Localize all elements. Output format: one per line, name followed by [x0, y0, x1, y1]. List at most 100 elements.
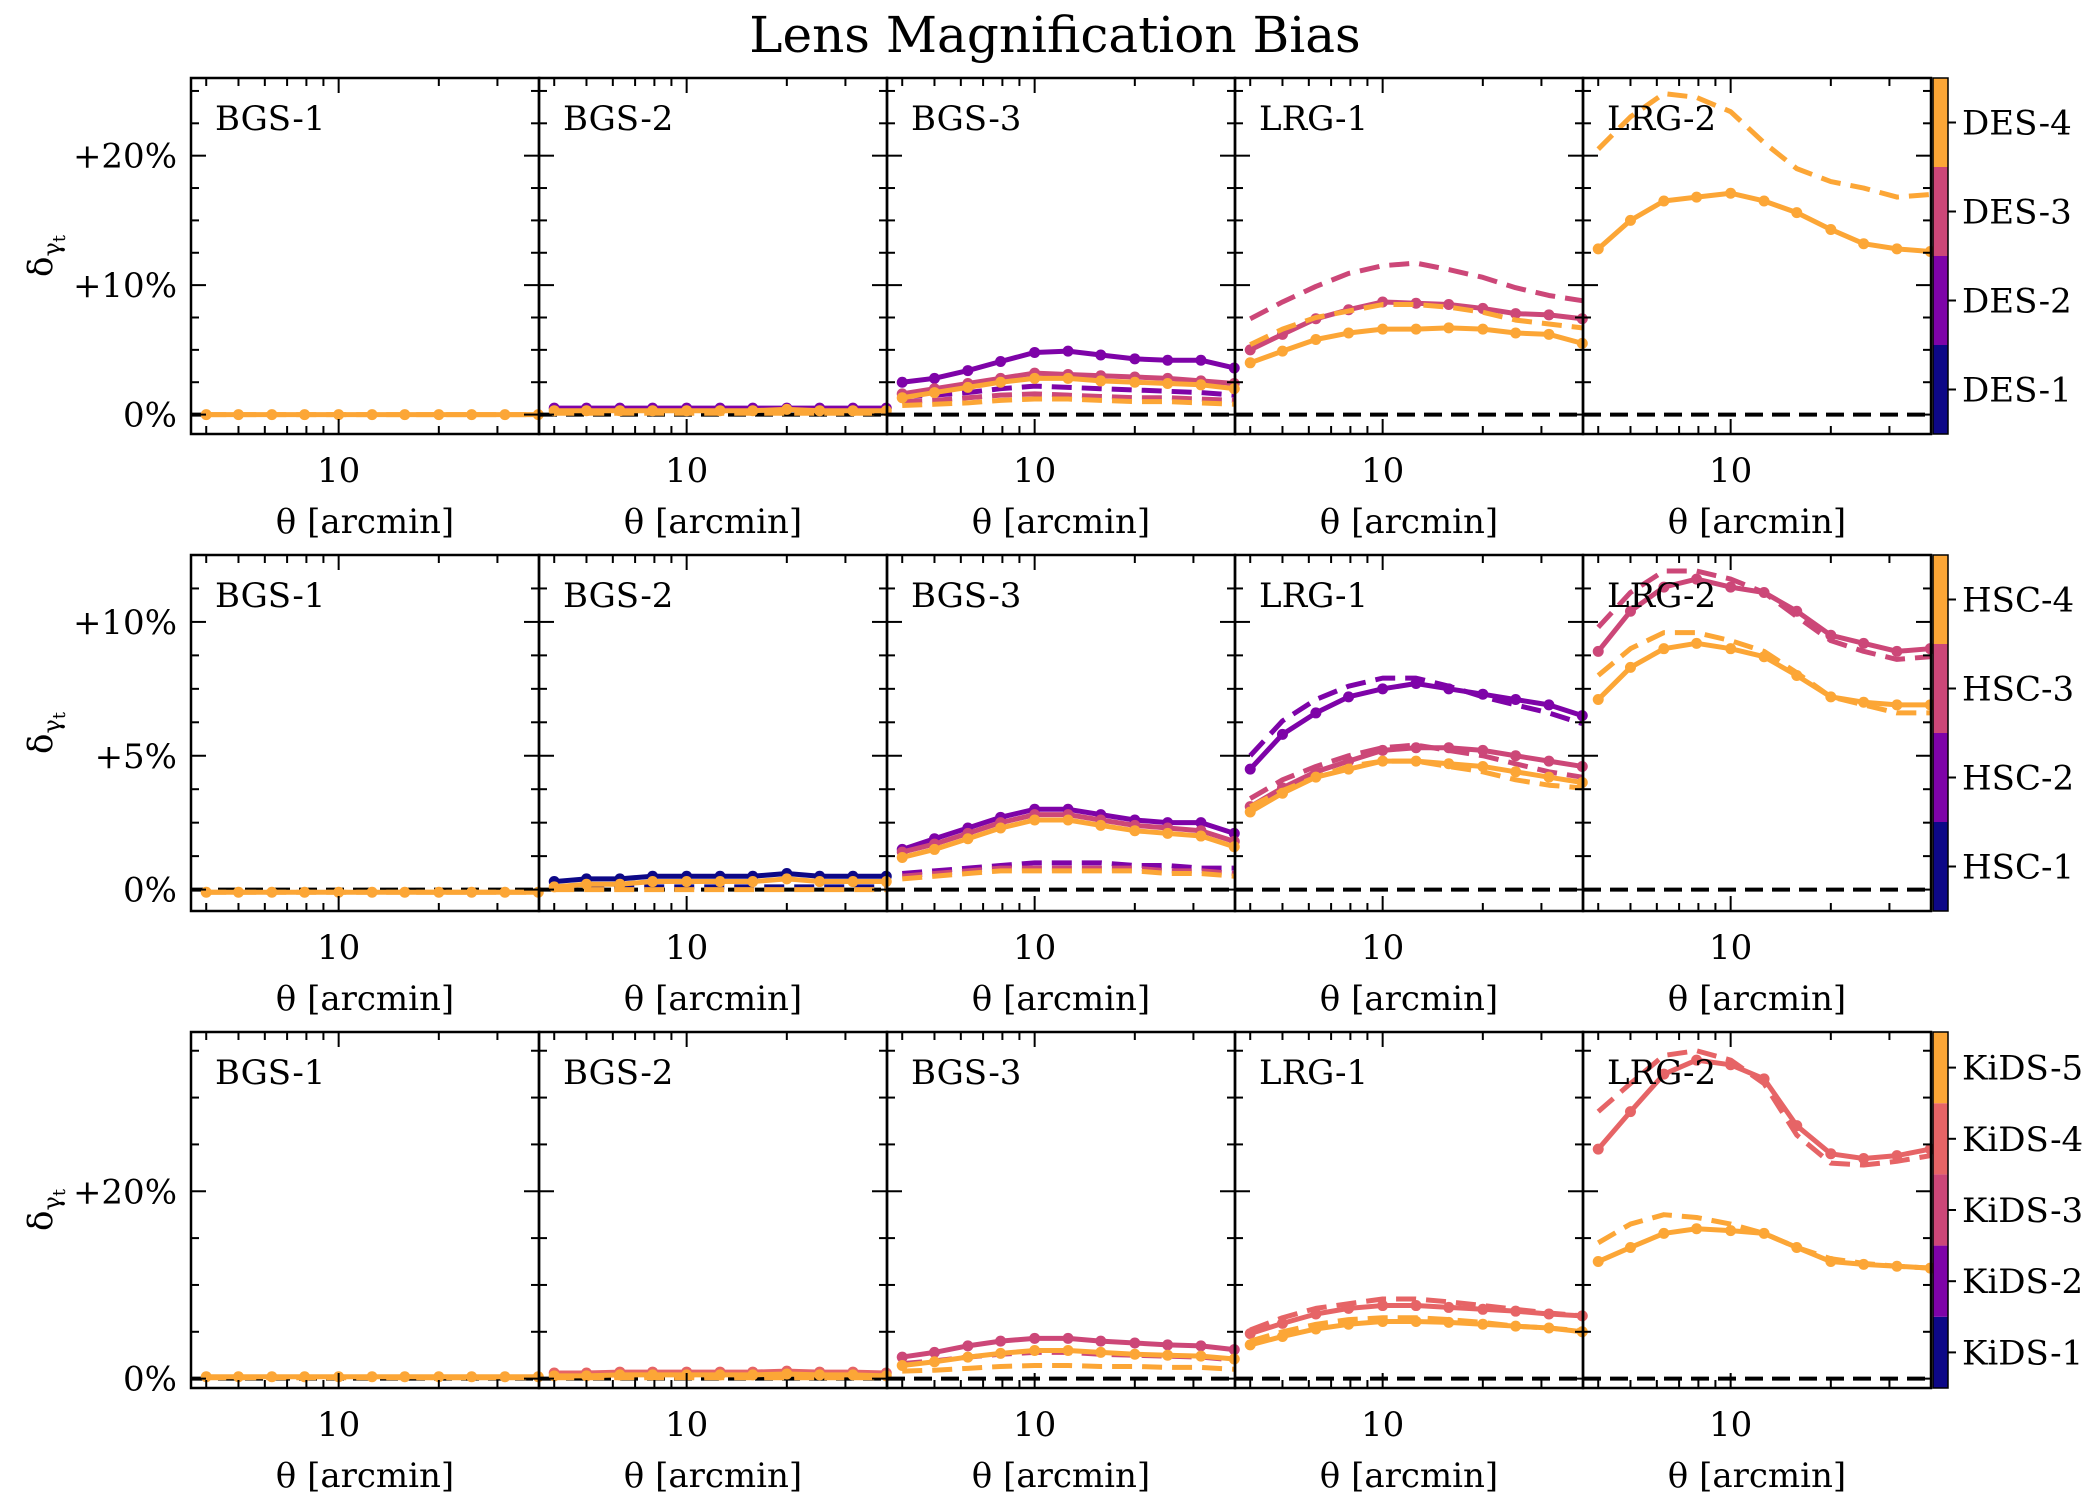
x-axis-label: θ [arcmin]: [1320, 1456, 1498, 1496]
panel-kids-bgs-2: 10 θ [arcmin] BGS-2: [537, 1030, 892, 1496]
data-point-des-4: [1791, 207, 1803, 219]
panel-des-bgs-1: 10 θ [arcmin] 0% +10% +20% BGS-1: [73, 76, 544, 542]
data-point-hsc-3: [1758, 586, 1770, 598]
data-point-des-4: [1276, 345, 1288, 357]
data-point-des-3: [1443, 299, 1455, 311]
data-point-kids-5: [1477, 1318, 1489, 1330]
x-tick-label: 10: [665, 1405, 708, 1445]
data-point-kids-5: [1858, 1258, 1870, 1270]
x-tick-label: 10: [317, 1405, 360, 1445]
data-point-des-2: [1062, 345, 1074, 357]
data-point-des-4: [299, 409, 311, 421]
colorbar-segment: [1933, 256, 1948, 345]
data-point-hsc-4: [1477, 760, 1489, 772]
data-point-kids-5: [1691, 1223, 1703, 1235]
panel-kids-lrg-2: 10 θ [arcmin] LRG-2: [1581, 1030, 1936, 1496]
data-point-kids-5: [466, 1371, 478, 1383]
dashed-line-hsc-3: [902, 865, 1235, 879]
panel-kids-bgs-3: 10 θ [arcmin] BGS-3: [885, 1030, 1240, 1496]
data-point-hsc-4: [200, 886, 212, 898]
data-point-kids-5: [847, 1369, 859, 1381]
data-point-des-2: [962, 365, 974, 377]
panel-label: LRG-1: [1259, 576, 1368, 616]
panel-hsc-lrg-1: 10 θ [arcmin] LRG-1: [1233, 553, 1588, 1019]
data-point-kids-5: [499, 1371, 511, 1383]
data-point-des-4: [580, 405, 592, 417]
colorbar-label: DES-1: [1962, 371, 2072, 411]
data-point-des-4: [1244, 357, 1256, 369]
colorbar-segment: [1933, 1103, 1948, 1175]
data-point-des-4: [333, 409, 345, 421]
panel-label: LRG-2: [1607, 1053, 1716, 1093]
data-point-hsc-3: [1658, 581, 1670, 593]
data-point-kids-5: [1624, 1241, 1636, 1253]
data-point-des-4: [1343, 327, 1355, 339]
y-axis-label: δγt: [21, 1188, 70, 1231]
x-axis-label: θ [arcmin]: [1320, 979, 1498, 1019]
data-point-kids-5: [962, 1351, 974, 1363]
panel-label: BGS-1: [215, 576, 325, 616]
data-point-hsc-4: [1343, 763, 1355, 775]
data-point-des-4: [1725, 187, 1737, 199]
colorbar-segment: [1933, 78, 1948, 167]
data-point-hsc-4: [548, 881, 560, 893]
data-point-kids-5: [433, 1371, 445, 1383]
x-axis-label: θ [arcmin]: [1320, 502, 1498, 542]
data-point-des-4: [1825, 223, 1837, 235]
dashed-line-des-4: [902, 396, 1235, 409]
data-point-hsc-4: [1244, 806, 1256, 818]
data-point-kids-3: [1095, 1335, 1107, 1347]
data-point-hsc-4: [928, 843, 940, 855]
data-point-hsc-4: [1029, 814, 1041, 826]
data-point-hsc-3: [1858, 637, 1870, 649]
data-point-hsc-3: [1377, 744, 1389, 756]
colorbar-kids: KiDS-1 KiDS-2 KiDS-3 KiDS-4 KiDS-5: [1932, 1031, 2083, 1389]
data-point-kids-5: [714, 1369, 726, 1381]
y-tick-label: 0%: [123, 396, 177, 436]
data-point-des-4: [499, 409, 511, 421]
data-point-des-4: [681, 405, 693, 417]
data-point-kids-5: [1758, 1227, 1770, 1239]
data-point-hsc-3: [1443, 742, 1455, 754]
data-point-des-4: [1858, 238, 1870, 250]
colorbar-segment: [1933, 345, 1948, 434]
panel-hsc-lrg-2: 10 θ [arcmin] LRG-2: [1581, 553, 1936, 1019]
data-point-hsc-4: [1410, 755, 1422, 767]
data-point-hsc-4: [1443, 758, 1455, 770]
data-point-hsc-4: [1891, 699, 1903, 711]
data-point-hsc-4: [1825, 691, 1837, 703]
panel-label: BGS-3: [911, 1053, 1021, 1093]
data-point-hsc-4: [1129, 825, 1141, 837]
data-point-hsc-4: [1377, 755, 1389, 767]
data-point-hsc-4: [1095, 819, 1107, 831]
data-point-hsc-4: [714, 876, 726, 888]
panel-label: BGS-1: [215, 99, 325, 139]
data-point-hsc-4: [995, 822, 1007, 834]
y-axis-label: δγt: [21, 711, 70, 754]
data-point-des-4: [466, 409, 478, 421]
data-point-kids-4: [1244, 1328, 1256, 1340]
data-point-des-4: [366, 409, 378, 421]
data-point-kids-5: [548, 1370, 560, 1382]
data-point-des-4: [548, 405, 560, 417]
dashed-line-hsc-4: [902, 868, 1235, 882]
data-point-hsc-4: [1691, 637, 1703, 649]
data-point-hsc-3: [1510, 750, 1522, 762]
data-point-kids-5: [928, 1356, 940, 1368]
data-point-kids-5: [1029, 1345, 1041, 1357]
dashed-line-des-3: [1249, 260, 1583, 322]
panel-des-lrg-2: 10 θ [arcmin] LRG-2: [1581, 76, 1936, 542]
data-point-hsc-4: [1162, 827, 1174, 839]
data-point-des-2: [1029, 346, 1041, 358]
panel-label: BGS-2: [563, 576, 673, 616]
x-axis-label: θ [arcmin]: [276, 1456, 454, 1496]
data-point-kids-4: [1310, 1308, 1322, 1320]
data-point-hsc-4: [1510, 766, 1522, 778]
colorbar-label: KiDS-4: [1962, 1120, 2083, 1160]
data-point-kids-5: [1891, 1260, 1903, 1272]
panel-des-lrg-1: 10 θ [arcmin] LRG-1: [1233, 76, 1588, 542]
data-point-kids-4: [1477, 1303, 1489, 1315]
data-point-hsc-4: [366, 886, 378, 898]
x-axis-label: θ [arcmin]: [1668, 979, 1846, 1019]
